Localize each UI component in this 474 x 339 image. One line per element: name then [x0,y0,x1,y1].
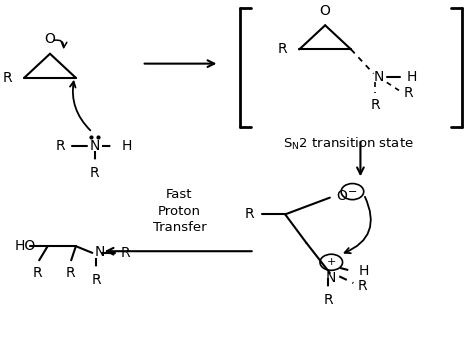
Text: N: N [94,245,105,259]
Text: −: − [348,186,357,197]
Text: O: O [336,189,347,203]
Text: R: R [120,246,130,260]
Text: N: N [374,70,384,84]
Text: R: R [3,71,12,85]
Text: R: R [245,207,255,221]
Text: R: R [323,293,333,307]
Text: R: R [371,98,380,112]
Text: H: H [359,264,369,278]
Text: R: R [278,42,288,56]
Text: N: N [90,139,100,153]
Text: N: N [325,271,336,285]
Text: Fast
Proton
Transfer: Fast Proton Transfer [153,188,206,235]
Text: R: R [404,86,413,100]
Text: O: O [45,32,55,46]
Text: R: R [358,279,368,293]
Text: R: R [90,166,100,180]
Text: R: R [33,266,42,280]
Text: O: O [320,4,330,18]
Text: H: H [407,70,417,84]
Text: R: R [65,266,75,280]
Text: +: + [327,257,336,267]
Text: HO: HO [15,239,36,253]
Text: R: R [91,273,101,287]
Text: H: H [121,139,132,153]
Text: S$_\mathregular{N}$2 transition state: S$_\mathregular{N}$2 transition state [283,136,414,152]
Text: R: R [56,139,65,153]
